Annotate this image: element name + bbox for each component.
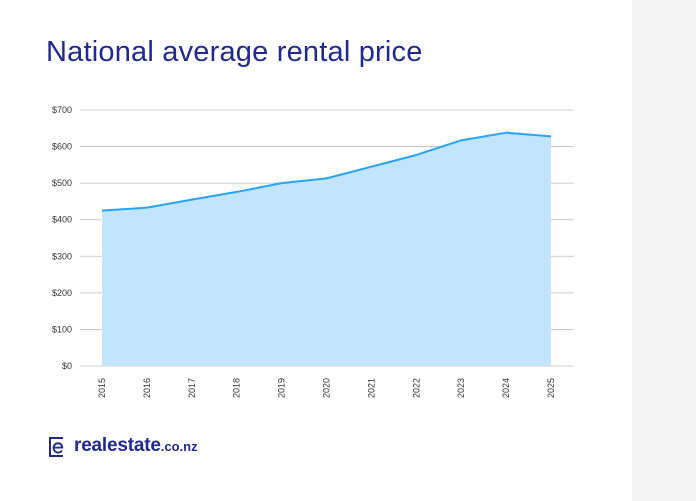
x-tick-label: 2015 (97, 378, 107, 398)
y-tick-label: $100 (52, 324, 72, 334)
y-tick-label: $400 (52, 215, 72, 225)
x-axis-ticks: 2015 2016 2017 2018 2019 2020 2021 2022 2023 2024… (97, 378, 556, 398)
side-panel (632, 0, 696, 501)
chart-card: National average rental price $0 $100 $200… (46, 36, 574, 459)
area-chart: $0$100$200$300$400$500$600$700 2015 2016 2… (52, 105, 574, 398)
y-tick-label: $200 (52, 288, 72, 298)
brand-name: realestate (74, 435, 161, 456)
x-tick-label: 2022 (411, 378, 421, 398)
x-tick-label: 2019 (277, 378, 287, 398)
x-tick-label: 2025 (546, 378, 556, 398)
x-tick-label: 2023 (456, 378, 466, 398)
y-tick-label: $300 (52, 251, 72, 261)
x-tick-label: 2017 (187, 378, 197, 398)
brand-suffix: .co.nz (160, 438, 198, 454)
y-tick-label: $600 (52, 142, 72, 152)
y-tick-label: $700 (52, 105, 72, 115)
x-tick-label: 2018 (232, 378, 242, 398)
x-tick-label: 2016 (142, 378, 152, 398)
area-series (101, 131, 552, 366)
area-fill (102, 132, 551, 366)
y-tick-label: $500 (52, 178, 72, 188)
x-tick-label: 2024 (501, 378, 511, 398)
x-tick-label: 2020 (322, 378, 332, 398)
realestate-logo-icon (49, 437, 64, 457)
y-axis-ticks: $0 $100 $200 $300 $400 $500 $600 $700 (52, 105, 72, 371)
y-tick-label: $0 (62, 361, 72, 371)
x-tick-label: 2021 (366, 378, 376, 398)
brand-logo[interactable]: realestate .co.nz (46, 433, 198, 459)
chart-title: National average rental price (46, 36, 423, 68)
